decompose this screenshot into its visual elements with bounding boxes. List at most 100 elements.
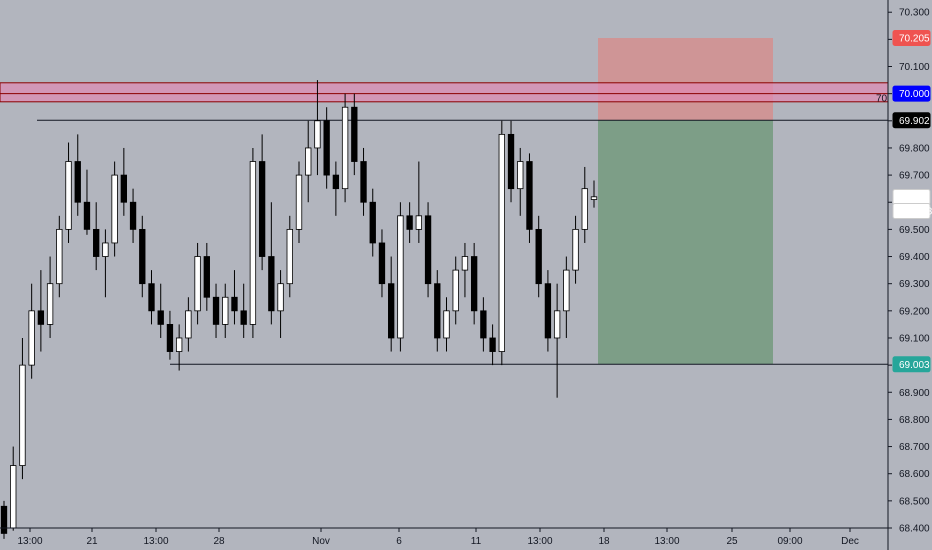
candle[interactable] bbox=[480, 297, 487, 352]
candle-body-down bbox=[203, 256, 210, 298]
candle[interactable] bbox=[249, 147, 257, 338]
candle[interactable] bbox=[489, 324, 496, 366]
candle[interactable] bbox=[93, 202, 100, 271]
candle[interactable] bbox=[461, 242, 469, 298]
candle[interactable] bbox=[498, 120, 505, 366]
candle[interactable] bbox=[544, 270, 552, 352]
candle[interactable] bbox=[341, 93, 349, 203]
resistance-zone[interactable] bbox=[0, 82, 889, 103]
candle[interactable] bbox=[517, 147, 524, 216]
candle[interactable] bbox=[378, 229, 386, 298]
candle[interactable] bbox=[452, 256, 459, 325]
candle-body-down bbox=[378, 242, 386, 285]
candle[interactable] bbox=[203, 242, 210, 311]
candle[interactable] bbox=[332, 161, 340, 216]
time-tick-label: 13:00 bbox=[654, 536, 679, 547]
candle[interactable] bbox=[0, 500, 8, 539]
candle[interactable] bbox=[415, 161, 423, 243]
candle[interactable] bbox=[65, 142, 72, 243]
candle-body-up bbox=[28, 310, 35, 366]
price-tick-label: 70.100 bbox=[899, 62, 930, 73]
candle[interactable] bbox=[175, 324, 183, 371]
price-badge[interactable]: 70.205 bbox=[892, 30, 931, 47]
candle[interactable] bbox=[83, 169, 91, 235]
candle[interactable] bbox=[268, 202, 275, 325]
candle[interactable] bbox=[526, 153, 533, 243]
candle[interactable] bbox=[314, 80, 321, 176]
candle[interactable] bbox=[305, 120, 312, 203]
candle[interactable] bbox=[572, 215, 579, 284]
candle[interactable] bbox=[388, 256, 395, 352]
candle-body-down bbox=[434, 283, 441, 339]
candle[interactable] bbox=[56, 215, 63, 298]
stop-loss-zone[interactable] bbox=[598, 38, 773, 121]
candle[interactable] bbox=[360, 147, 367, 216]
candle[interactable] bbox=[28, 283, 35, 379]
candle[interactable] bbox=[166, 310, 174, 360]
candle[interactable] bbox=[443, 297, 450, 352]
time-tick-label: 28 bbox=[213, 536, 225, 547]
candle[interactable] bbox=[212, 283, 220, 338]
candle-body-down bbox=[0, 505, 8, 534]
candle[interactable] bbox=[37, 270, 45, 352]
candle[interactable] bbox=[120, 147, 128, 216]
candle[interactable] bbox=[102, 229, 109, 298]
candle[interactable] bbox=[369, 188, 376, 257]
candle[interactable] bbox=[470, 242, 478, 325]
candle[interactable] bbox=[10, 446, 17, 531]
candle[interactable] bbox=[553, 283, 561, 398]
price-badge[interactable]: 69.003 bbox=[892, 356, 931, 373]
candle[interactable] bbox=[222, 283, 229, 338]
candle[interactable] bbox=[406, 202, 413, 243]
candle-body-down bbox=[489, 337, 496, 352]
price-badge-label: 70.000 bbox=[899, 89, 930, 100]
candle[interactable] bbox=[397, 202, 404, 352]
candle[interactable] bbox=[535, 215, 542, 298]
candle[interactable] bbox=[194, 242, 201, 325]
price-tick-label: 69.100 bbox=[899, 333, 930, 344]
price-badge[interactable]: 03:57:35 bbox=[892, 203, 932, 219]
candle-body-up bbox=[314, 120, 321, 149]
candle[interactable] bbox=[139, 215, 146, 298]
candle[interactable] bbox=[19, 337, 26, 480]
candle[interactable] bbox=[240, 283, 247, 338]
take-profit-zone[interactable] bbox=[598, 120, 773, 365]
candle-body-up bbox=[46, 283, 54, 325]
candle[interactable] bbox=[258, 134, 266, 271]
candle[interactable] bbox=[74, 134, 81, 216]
candle[interactable] bbox=[563, 256, 570, 338]
candle-body-down bbox=[360, 161, 367, 203]
candle-body-down bbox=[258, 161, 266, 257]
price-tick-label: 68.800 bbox=[899, 415, 930, 426]
price-badge[interactable]: 69.621 bbox=[892, 189, 931, 205]
time-tick-label: 21 bbox=[86, 536, 98, 547]
candle-body-down bbox=[157, 310, 164, 325]
candle[interactable] bbox=[46, 256, 54, 338]
time-tick-label: 18 bbox=[598, 536, 610, 547]
candle[interactable] bbox=[351, 93, 358, 176]
candle[interactable] bbox=[590, 180, 598, 208]
candle[interactable] bbox=[323, 107, 330, 189]
candle[interactable] bbox=[277, 270, 284, 338]
candle[interactable] bbox=[286, 215, 293, 298]
candle[interactable] bbox=[148, 270, 155, 325]
price-tick-label: 68.900 bbox=[899, 388, 930, 399]
candle[interactable] bbox=[111, 161, 118, 257]
candle[interactable] bbox=[507, 120, 515, 203]
candle[interactable] bbox=[231, 270, 238, 325]
candle-body-down bbox=[526, 161, 533, 230]
candle[interactable] bbox=[185, 297, 192, 352]
candle-body-down bbox=[240, 310, 247, 325]
candle-body-up bbox=[563, 269, 570, 312]
price-badge[interactable]: 70.000 bbox=[892, 85, 931, 102]
candle[interactable] bbox=[295, 161, 303, 243]
candle[interactable] bbox=[434, 270, 441, 352]
candle-body-up bbox=[572, 228, 579, 271]
candle[interactable] bbox=[581, 166, 588, 243]
candle[interactable] bbox=[424, 202, 432, 298]
candle[interactable] bbox=[129, 188, 137, 243]
price-badge[interactable]: 69.902 bbox=[892, 112, 931, 129]
candle[interactable] bbox=[157, 283, 164, 338]
